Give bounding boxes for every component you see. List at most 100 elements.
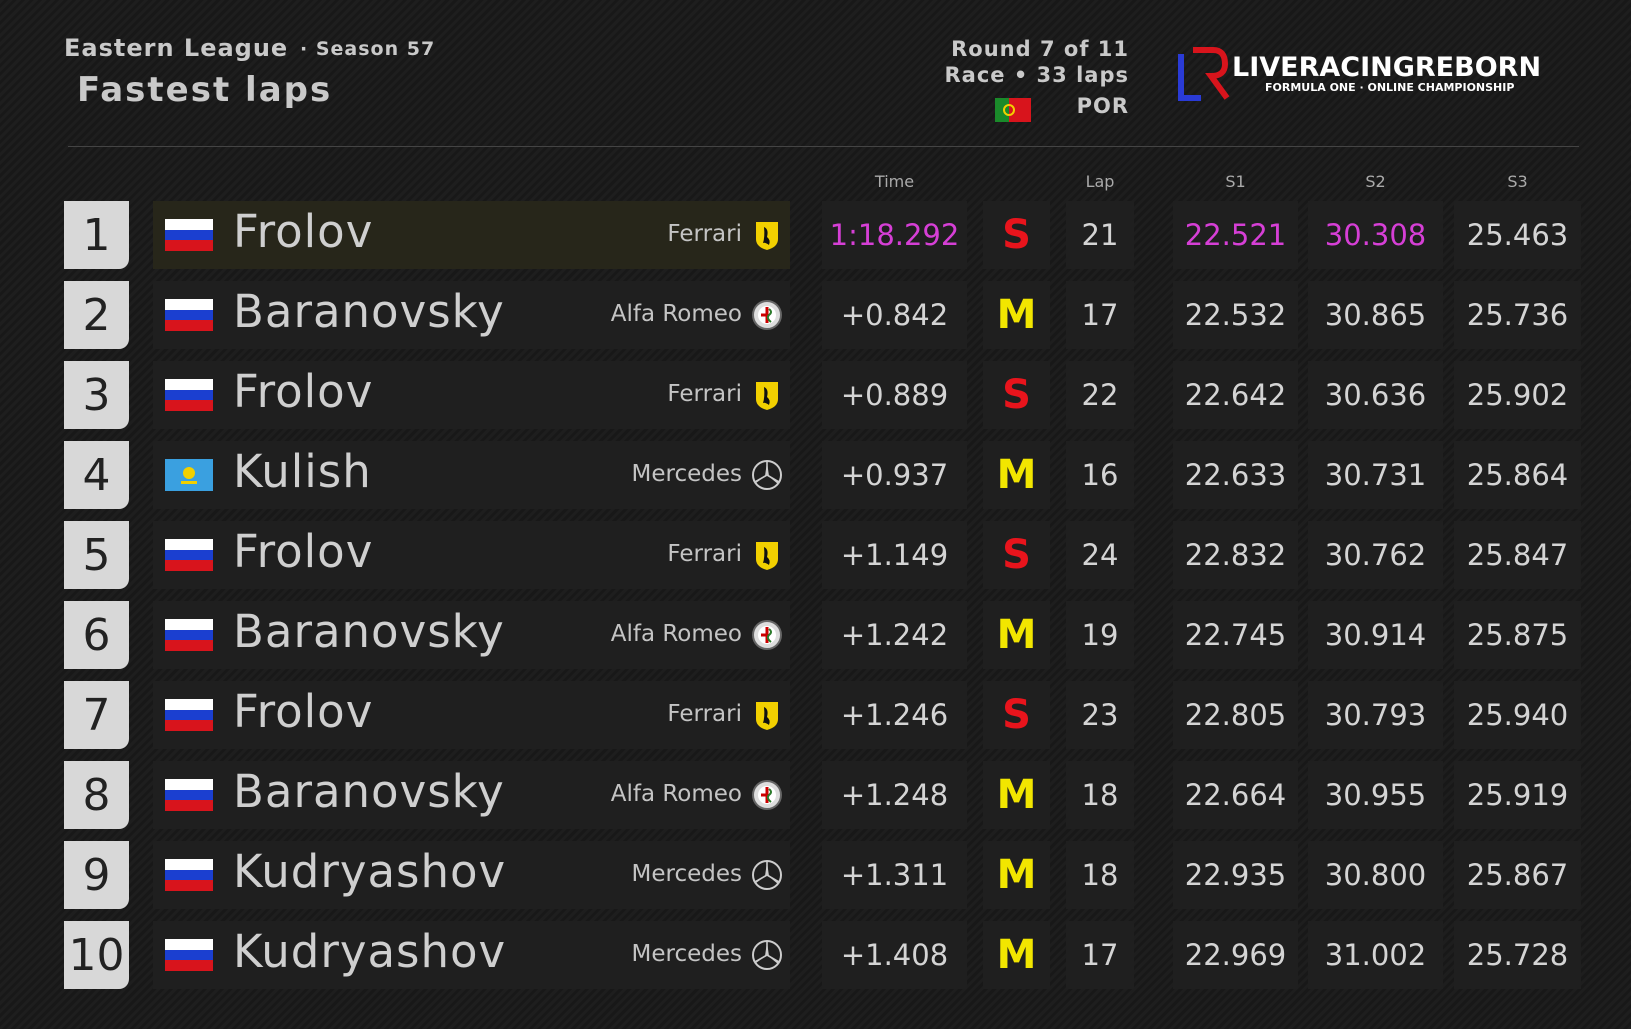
team-logo — [752, 299, 784, 336]
flag-icon — [165, 699, 213, 731]
tyre: M — [983, 841, 1050, 909]
separator — [68, 146, 1579, 147]
position: 6 — [64, 601, 129, 669]
flag — [165, 779, 213, 815]
race: Race • 33 laps — [944, 63, 1129, 87]
team-logo-icon — [756, 382, 778, 410]
column-header: Time — [874, 172, 915, 191]
sector-2: 30.636 — [1308, 361, 1443, 429]
team-logo-icon — [756, 542, 778, 570]
flag — [165, 619, 213, 655]
tyre: S — [983, 521, 1050, 589]
flag — [165, 459, 213, 495]
lap-time: +0.889 — [822, 361, 967, 429]
driver-panel — [153, 521, 790, 589]
lap-number: 19 — [1066, 601, 1134, 669]
position: 3 — [64, 361, 129, 429]
lap-time: +1.242 — [822, 601, 967, 669]
team-logo-icon — [756, 222, 778, 250]
lap-time: +1.311 — [822, 841, 967, 909]
sector-3: 25.875 — [1454, 601, 1581, 669]
team-name: Alfa Romeo — [610, 621, 742, 647]
sector-1: 22.521 — [1173, 201, 1298, 269]
lap-time: 1:18.292 — [822, 201, 967, 269]
lap-number: 16 — [1066, 441, 1134, 509]
team-name: Alfa Romeo — [610, 301, 742, 327]
position: 7 — [64, 681, 129, 749]
flag — [165, 699, 213, 735]
driver-panel — [153, 761, 790, 829]
lap-number: 17 — [1066, 281, 1134, 349]
country: POR — [1076, 94, 1129, 118]
driver-panel — [153, 841, 790, 909]
flag-icon — [165, 299, 213, 331]
sector-1: 22.832 — [1173, 521, 1298, 589]
driver-panel — [153, 361, 790, 429]
team-logo-icon — [752, 780, 782, 810]
team-logo — [752, 699, 784, 736]
driver-name: Kudryashov — [233, 925, 507, 978]
season: · Season 57 — [300, 38, 436, 60]
sector-3: 25.847 — [1454, 521, 1581, 589]
team-logo-icon — [752, 620, 782, 650]
tyre: M — [983, 441, 1050, 509]
team-logo — [752, 859, 784, 896]
tyre: M — [983, 601, 1050, 669]
lap-number: 24 — [1066, 521, 1134, 589]
logo-mark — [1178, 47, 1230, 101]
team-logo-icon — [752, 300, 782, 330]
sector-2: 30.865 — [1308, 281, 1443, 349]
driver-name: Baranovsky — [233, 285, 505, 338]
flag-icon — [165, 539, 213, 571]
sector-1: 22.969 — [1173, 921, 1298, 989]
flag — [165, 379, 213, 415]
flag — [165, 939, 213, 975]
team-logo — [752, 539, 784, 576]
round: Round 7 of 11 — [951, 37, 1129, 61]
sector-1: 22.745 — [1173, 601, 1298, 669]
sector-2: 30.762 — [1308, 521, 1443, 589]
sector-3: 25.736 — [1454, 281, 1581, 349]
column-header: S3 — [1507, 172, 1528, 191]
sector-1: 22.532 — [1173, 281, 1298, 349]
driver-panel — [153, 601, 790, 669]
column-header: S2 — [1365, 172, 1386, 191]
driver-name: Kudryashov — [233, 845, 507, 898]
sector-1: 22.805 — [1173, 681, 1298, 749]
driver-name: Frolov — [233, 365, 374, 418]
team-logo — [752, 219, 784, 256]
tyre: S — [983, 201, 1050, 269]
lap-number: 23 — [1066, 681, 1134, 749]
sector-1: 22.642 — [1173, 361, 1298, 429]
flag-icon — [165, 219, 213, 251]
team-logo — [752, 619, 784, 656]
lap-time: +1.248 — [822, 761, 967, 829]
driver-name: Kulish — [233, 445, 372, 498]
tyre: M — [983, 921, 1050, 989]
tyre: S — [983, 681, 1050, 749]
flag-icon — [165, 619, 213, 651]
sector-3: 25.864 — [1454, 441, 1581, 509]
team-name: Mercedes — [631, 461, 742, 487]
driver-name: Baranovsky — [233, 765, 505, 818]
team-name: Ferrari — [667, 381, 742, 407]
sector-2: 30.308 — [1308, 201, 1443, 269]
brand: LIVERACINGREBORN — [1232, 52, 1542, 83]
position: 5 — [64, 521, 129, 589]
sector-2: 30.793 — [1308, 681, 1443, 749]
team-name: Mercedes — [631, 861, 742, 887]
lap-time: +1.246 — [822, 681, 967, 749]
flag-por — [995, 98, 1031, 122]
team-logo-icon — [756, 702, 778, 730]
flag — [165, 299, 213, 335]
sector-1: 22.664 — [1173, 761, 1298, 829]
driver-name: Frolov — [233, 685, 374, 738]
sector-3: 25.728 — [1454, 921, 1581, 989]
position: 8 — [64, 761, 129, 829]
lap-time: +1.408 — [822, 921, 967, 989]
driver-panel — [153, 281, 790, 349]
flag-icon — [165, 939, 213, 971]
driver-panel — [153, 681, 790, 749]
sector-3: 25.867 — [1454, 841, 1581, 909]
league: Eastern League — [64, 34, 289, 62]
